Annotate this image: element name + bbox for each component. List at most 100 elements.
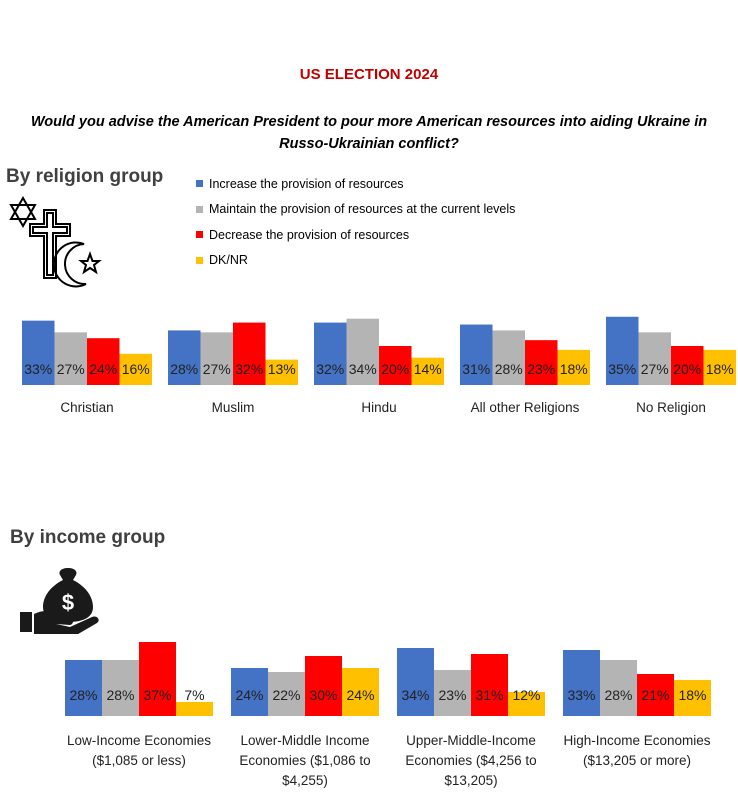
chart-title: US ELECTION 2024 bbox=[299, 66, 439, 83]
bar-maintain-0 bbox=[54, 332, 87, 385]
category-label-3: All other Religions bbox=[471, 400, 580, 415]
value-label-increase-0: 33% bbox=[24, 361, 52, 377]
bar-dknr-1 bbox=[265, 359, 298, 385]
value-label-maintain-3: 28% bbox=[495, 361, 523, 377]
value-label-maintain-1: 22% bbox=[272, 687, 300, 703]
legend-swatch-increase bbox=[196, 180, 203, 187]
value-label-decrease-2: 31% bbox=[475, 687, 503, 703]
bar-maintain-2 bbox=[434, 670, 471, 716]
category-label-2: Hindu bbox=[361, 400, 396, 415]
bar-dknr-4 bbox=[703, 349, 736, 385]
bar-decrease-0 bbox=[139, 642, 176, 716]
value-label-decrease-0: 37% bbox=[143, 687, 171, 703]
bar-decrease-4 bbox=[671, 346, 704, 385]
value-label-maintain-2: 23% bbox=[438, 687, 466, 703]
legend-label-maintain: Maintain the provision of resources at t… bbox=[209, 202, 516, 216]
bar-increase-4 bbox=[606, 316, 639, 385]
value-label-maintain-2: 34% bbox=[349, 361, 377, 377]
value-label-dknr-0: 7% bbox=[184, 687, 204, 703]
value-label-maintain-1: 27% bbox=[203, 361, 231, 377]
value-label-increase-0: 28% bbox=[69, 687, 97, 703]
legend-item-maintain: Maintain the provision of resources at t… bbox=[196, 201, 515, 218]
bar-decrease-3 bbox=[637, 674, 674, 716]
category-label-3-line-0: High-Income Economies bbox=[563, 733, 710, 748]
religion-symbols-icon bbox=[9, 196, 102, 288]
value-label-decrease-2: 20% bbox=[381, 361, 409, 377]
bar-maintain-3 bbox=[492, 330, 525, 385]
bar-maintain-1 bbox=[268, 672, 305, 716]
value-label-dknr-3: 18% bbox=[560, 361, 588, 377]
bar-decrease-1 bbox=[233, 322, 266, 385]
value-label-dknr-2: 12% bbox=[512, 687, 540, 703]
category-label-1-line-2: $4,255) bbox=[282, 773, 328, 788]
legend-swatch-dknr bbox=[196, 256, 203, 264]
category-label-0: Christian bbox=[60, 400, 113, 415]
bar-increase-1 bbox=[168, 330, 201, 385]
value-label-maintain-3: 28% bbox=[604, 687, 632, 703]
category-label-0-line-0: Low-Income Economies bbox=[67, 733, 211, 748]
bar-decrease-2 bbox=[379, 346, 412, 385]
bar-maintain-1 bbox=[200, 332, 233, 385]
value-label-maintain-0: 28% bbox=[106, 687, 134, 703]
value-label-maintain-0: 27% bbox=[57, 361, 85, 377]
bar-decrease-3 bbox=[525, 340, 558, 385]
legend-label-increase: Increase the provision of resources bbox=[209, 176, 404, 191]
legend-item-decrease: Decrease the provision of resources bbox=[196, 226, 515, 243]
category-label-1-line-1: Economies ($1,086 to bbox=[239, 753, 370, 768]
value-label-increase-2: 34% bbox=[401, 687, 429, 703]
legend-label-dknr: DK/NR bbox=[209, 253, 248, 267]
category-label-3-line-1: ($13,205 or more) bbox=[583, 753, 691, 768]
bar-increase-1 bbox=[231, 668, 268, 716]
category-label-2-line-1: Economies ($4,256 to bbox=[405, 753, 536, 768]
value-label-dknr-1: 13% bbox=[268, 361, 296, 377]
money-bag-hand-icon: $ bbox=[20, 568, 99, 634]
value-label-dknr-2: 14% bbox=[414, 361, 442, 377]
bar-increase-3 bbox=[460, 324, 493, 385]
income-bar-chart: 28% 28% 37% 7% Low-Income Economies ($1,085 o… bbox=[65, 642, 711, 788]
legend: Increase the provision of resources Main… bbox=[196, 175, 515, 277]
value-label-increase-3: 31% bbox=[462, 361, 490, 377]
bar-dknr-3 bbox=[557, 349, 590, 385]
value-label-dknr-3: 18% bbox=[678, 687, 706, 703]
bar-maintain-4 bbox=[638, 332, 671, 385]
legend-item-increase: Increase the provision of resources bbox=[196, 175, 515, 192]
svg-text:$: $ bbox=[62, 590, 74, 615]
value-label-increase-2: 32% bbox=[316, 361, 344, 377]
legend-swatch-maintain bbox=[196, 205, 203, 213]
bar-dknr-0 bbox=[119, 353, 152, 385]
value-label-maintain-4: 27% bbox=[641, 361, 669, 377]
bar-increase-2 bbox=[397, 648, 434, 716]
bar-dknr-0 bbox=[176, 702, 213, 716]
value-label-increase-4: 35% bbox=[608, 361, 636, 377]
value-label-decrease-3: 23% bbox=[527, 361, 555, 377]
income-section-heading: By income group bbox=[10, 527, 166, 548]
value-label-dknr-4: 18% bbox=[706, 361, 734, 377]
bar-maintain-2 bbox=[346, 318, 379, 385]
legend-label-decrease: Decrease the provision of resources bbox=[209, 227, 410, 242]
value-label-increase-1: 24% bbox=[235, 687, 263, 703]
bar-dknr-2 bbox=[508, 692, 545, 716]
category-label-1: Muslim bbox=[212, 400, 255, 415]
legend-item-dknr: DK/NR bbox=[196, 252, 515, 269]
bar-dknr-1 bbox=[342, 668, 379, 716]
value-label-decrease-4: 20% bbox=[673, 361, 701, 377]
value-label-decrease-1: 32% bbox=[235, 361, 263, 377]
bar-increase-0 bbox=[65, 660, 102, 716]
bar-decrease-1 bbox=[305, 656, 342, 716]
bar-dknr-2 bbox=[411, 357, 444, 385]
value-label-decrease-0: 24% bbox=[89, 361, 117, 377]
bar-increase-3 bbox=[563, 650, 600, 716]
bar-increase-2 bbox=[314, 322, 347, 385]
bar-dknr-3 bbox=[674, 680, 711, 716]
value-label-dknr-1: 24% bbox=[346, 687, 374, 703]
category-label-4: No Religion bbox=[636, 400, 706, 415]
legend-swatch-decrease bbox=[196, 231, 203, 238]
value-label-decrease-1: 30% bbox=[309, 687, 337, 703]
bar-decrease-2 bbox=[471, 654, 508, 716]
value-label-increase-3: 33% bbox=[567, 687, 595, 703]
bar-increase-0 bbox=[22, 320, 55, 385]
bar-decrease-0 bbox=[87, 338, 120, 385]
bar-maintain-3 bbox=[600, 660, 637, 716]
category-label-0-line-1: ($1,085 or less) bbox=[92, 753, 186, 768]
